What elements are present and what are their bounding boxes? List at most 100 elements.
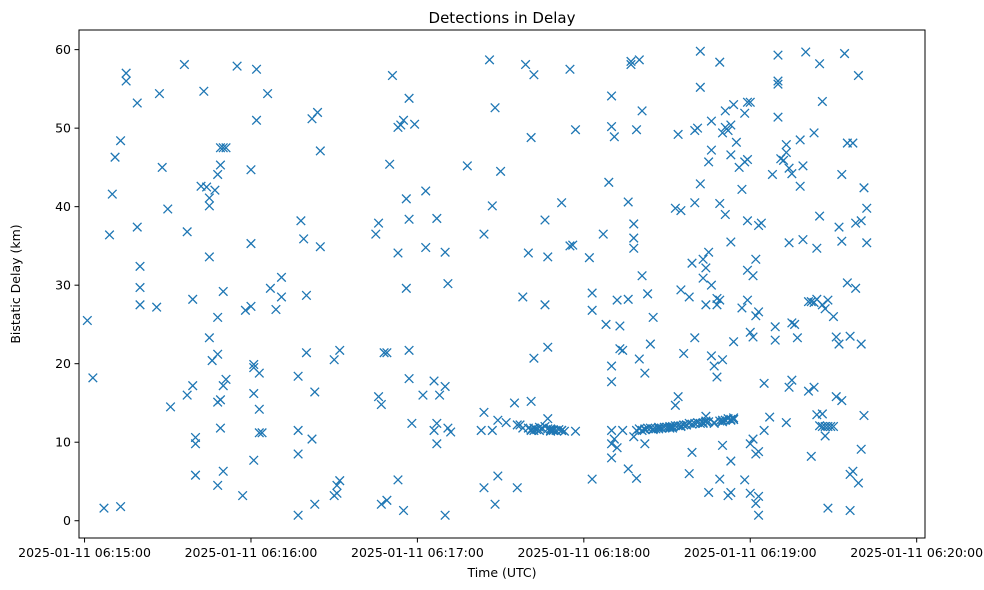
data-point [856,216,866,226]
data-point [440,247,450,257]
data-point [210,185,220,195]
data-point [190,470,201,480]
x-tick-label: 2025-01-11 06:20:00 [850,545,983,560]
data-point [745,488,756,499]
data-point [670,203,681,213]
data-point [420,186,431,196]
data-point [789,319,800,330]
data-point [401,194,412,204]
data-point [382,347,392,358]
data-point [806,296,817,307]
data-point [803,386,814,396]
data-point [645,339,656,349]
data-point [271,304,281,315]
data-point [395,120,406,130]
data-point [726,487,736,498]
y-tick-label: 30 [55,278,71,293]
y-axis: 0 10 20 30 40 50 60 [55,42,79,528]
data-point [495,166,506,177]
data-point [692,123,703,133]
data-point [828,421,839,432]
data-point [251,115,262,126]
data-point [157,162,167,173]
data-point [642,289,653,299]
data-point [434,390,445,400]
data-point [518,292,528,302]
data-point [379,347,389,358]
data-point [420,242,431,253]
data-point [440,381,450,392]
data-point [82,315,93,326]
data-point [745,439,756,449]
data-point [262,88,273,99]
data-point [626,56,636,67]
data-point [712,372,722,382]
data-point [850,283,861,294]
data-point [257,428,267,438]
data-point [701,263,711,273]
data-point [834,339,844,349]
data-point [628,431,639,442]
data-point [690,333,700,343]
data-point [409,119,420,129]
data-point [748,332,758,342]
data-point [540,300,550,310]
data-point [820,303,830,314]
data-point [520,59,531,70]
data-point [204,193,215,203]
data-point [848,138,858,148]
data-point [543,413,553,424]
data-point [787,375,797,385]
data-point [606,361,617,371]
y-tick-label: 20 [55,356,71,371]
data-point [404,373,414,384]
data-point [276,272,287,283]
data-point [739,475,750,485]
data-point [387,70,398,81]
data-point [121,76,131,86]
data-point [254,428,265,438]
data-point [717,128,728,138]
data-point [784,382,794,393]
data-point [695,82,706,93]
data-point [814,59,825,69]
data-point [334,345,345,356]
data-point [787,318,797,328]
data-point [556,425,567,436]
data-point [545,424,556,434]
data-point [739,108,750,118]
data-point [373,218,384,228]
data-point [440,510,450,520]
data-point [673,129,683,140]
data-point [859,410,869,421]
data-point [554,424,564,435]
data-point [861,203,872,213]
data-point [212,169,223,180]
y-tick-label: 60 [55,42,71,57]
data-point [373,391,384,402]
data-point [218,286,228,297]
data-point [559,426,570,436]
data-point [709,417,719,428]
data-point [240,305,251,316]
data-point [831,391,841,402]
data-point [606,376,617,387]
data-point [695,46,706,56]
data-point [756,218,767,228]
data-point [626,59,636,70]
data-point [809,382,819,393]
data-point [773,50,783,60]
data-point [640,424,650,435]
data-point [623,197,633,207]
data-point [301,347,312,358]
data-point [393,248,403,258]
data-point [182,227,192,237]
data-point [606,425,617,436]
data-markers [82,46,872,520]
data-point [407,418,417,429]
data-point [634,354,645,364]
data-point [617,425,628,436]
data-point [248,455,259,466]
x-tick-label: 2025-01-11 06:18:00 [517,545,650,560]
data-point [687,258,697,268]
